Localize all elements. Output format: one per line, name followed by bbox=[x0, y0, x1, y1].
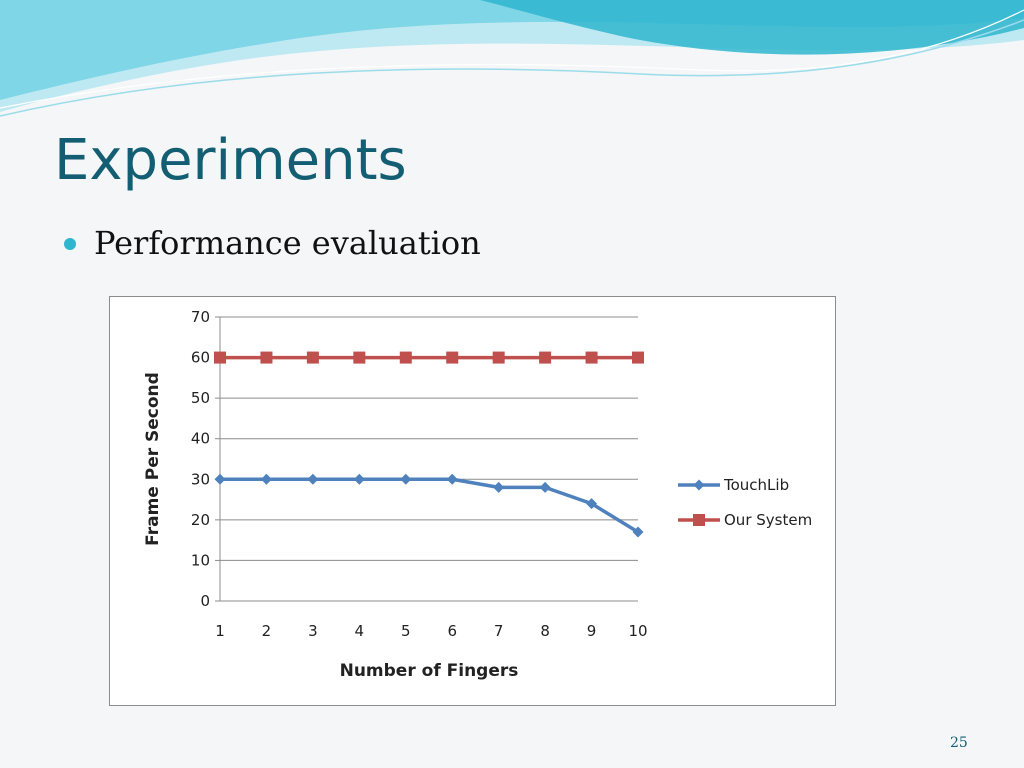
data-point bbox=[492, 351, 505, 364]
y-axis-title: Frame Per Second bbox=[143, 372, 163, 546]
slide-title: Experiments bbox=[54, 128, 407, 193]
data-point bbox=[539, 481, 551, 493]
legend-marker bbox=[693, 479, 705, 491]
data-point bbox=[400, 473, 412, 485]
x-tick-label: 9 bbox=[587, 622, 597, 640]
series-line-0 bbox=[220, 477, 639, 534]
legend-marker bbox=[693, 514, 705, 526]
legend-label: Our System bbox=[724, 511, 812, 529]
axis-layer bbox=[215, 316, 221, 602]
wave-band-dark bbox=[480, 0, 1024, 55]
x-tick-label: 2 bbox=[262, 622, 272, 640]
chart-frame: 0 10 20 30 40 50 60 70 1 2 3 4 5 6 7 8 9 10 TouchLib Our S… bbox=[109, 296, 836, 706]
y-tick-label: 10 bbox=[191, 551, 210, 569]
data-point bbox=[632, 351, 644, 364]
y-tick-label: 60 bbox=[191, 349, 210, 367]
x-tick-label: 10 bbox=[628, 622, 647, 640]
bullet-dot-icon bbox=[64, 238, 76, 250]
y-tick-label: 40 bbox=[191, 430, 210, 448]
x-tick-label: 7 bbox=[494, 622, 504, 640]
header-wave-decoration bbox=[0, 0, 1024, 117]
y-tick-label: 70 bbox=[191, 308, 210, 326]
data-point bbox=[585, 351, 598, 364]
x-tick-label: 8 bbox=[540, 622, 550, 640]
legend-entry: Our System bbox=[678, 511, 812, 529]
legend-label: TouchLib bbox=[723, 476, 789, 494]
legend-entry: TouchLib bbox=[678, 476, 789, 494]
series-layer bbox=[214, 351, 644, 538]
y-tick-label: 30 bbox=[191, 470, 210, 488]
x-tick-label: 1 bbox=[215, 622, 225, 640]
y-tick-label: 20 bbox=[191, 511, 210, 529]
data-point bbox=[539, 351, 552, 364]
bullet-text: Performance evaluation bbox=[94, 224, 481, 262]
x-tick-label: 5 bbox=[401, 622, 411, 640]
data-point bbox=[214, 473, 226, 485]
y-tick-label: 0 bbox=[200, 592, 210, 610]
data-point bbox=[632, 526, 644, 538]
page-number: 25 bbox=[950, 735, 968, 751]
data-point bbox=[493, 481, 505, 493]
x-tick-label: 3 bbox=[308, 622, 318, 640]
wave-line-2 bbox=[0, 9, 1024, 109]
data-point bbox=[399, 351, 412, 364]
data-point bbox=[586, 498, 598, 510]
data-point bbox=[446, 351, 459, 364]
x-tick-label: 6 bbox=[447, 622, 457, 640]
x-tick-label: 4 bbox=[355, 622, 365, 640]
data-point bbox=[353, 473, 365, 485]
data-point bbox=[307, 473, 319, 485]
grid-layer bbox=[220, 316, 638, 602]
data-point bbox=[214, 351, 226, 364]
data-point bbox=[260, 473, 272, 485]
label-layer: 0 10 20 30 40 50 60 70 1 2 3 4 5 6 7 8 9 10 bbox=[191, 308, 648, 640]
y-tick-label: 50 bbox=[191, 389, 210, 407]
x-axis-title: Number of Fingers bbox=[340, 661, 519, 681]
wave-line-1 bbox=[0, 19, 1024, 117]
data-point bbox=[446, 473, 458, 485]
data-point bbox=[260, 351, 273, 364]
legend-layer: TouchLib Our System bbox=[678, 476, 812, 529]
data-point bbox=[353, 351, 366, 364]
data-point bbox=[306, 351, 319, 364]
line-chart: 0 10 20 30 40 50 60 70 1 2 3 4 5 6 7 8 9 10 TouchLib Our S… bbox=[143, 308, 812, 681]
